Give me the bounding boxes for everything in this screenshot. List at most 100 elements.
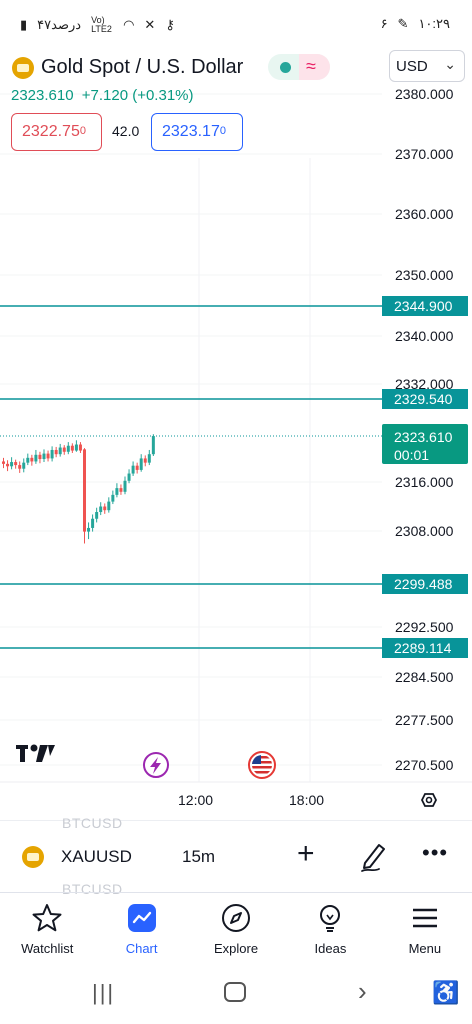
candle [99, 502, 103, 516]
horizontal-line-value: 2289.114 [394, 640, 452, 656]
interval-select[interactable]: 15m [182, 847, 216, 866]
horizontal-line-tag: 2289.114 [382, 638, 468, 658]
horizontal-line-tag-bg [382, 296, 468, 316]
battery-text: ۴۷درصد [37, 17, 82, 32]
candle [78, 442, 82, 453]
candle-body [147, 454, 151, 463]
last-price-tag: 2323.610 00:01 [382, 424, 468, 464]
symbol-title[interactable]: Gold Spot / U.S. Dollar [41, 56, 244, 78]
horizontal-line-value: 2344.900 [394, 298, 453, 314]
candle [14, 459, 18, 469]
system-navigation: ||| › ♿ [0, 964, 472, 1024]
candle [58, 443, 62, 457]
status-bar: ▮ ۴۷درصد Vo) LTE2 ◠ ✕ ⚷ ۶ ✎ ۱۰:۲۹ [0, 0, 472, 48]
candle [34, 449, 38, 464]
nav-explore-label: Explore [213, 941, 259, 956]
wifi-icon: ◠ [123, 17, 135, 32]
more-options-icon[interactable]: ••• [422, 840, 449, 865]
back-icon[interactable]: › [358, 976, 367, 1006]
candle-body [95, 512, 99, 519]
candle [74, 440, 78, 452]
candle [2, 457, 5, 469]
current-price: 2323.610 [11, 87, 74, 104]
candle-body [127, 473, 131, 481]
price-chart[interactable]: 2380.000 2370.000 2360.000 2350.000 2340.000… [0, 0, 472, 820]
candle [38, 451, 42, 464]
currency-value: USD [396, 58, 428, 75]
candle [26, 453, 30, 466]
candle [131, 461, 135, 476]
candle-body [74, 444, 78, 451]
nav-menu[interactable]: Menu [378, 893, 472, 964]
candle-body [131, 465, 135, 474]
bid-price: 2322.75 [22, 123, 80, 140]
gold-symbol-icon [12, 57, 34, 79]
candle-body [42, 453, 46, 460]
candle-body [62, 447, 66, 452]
candle-body [58, 447, 62, 455]
app-notification-icon: ✎ [397, 16, 409, 31]
star-icon [32, 904, 62, 932]
candle-body [139, 458, 143, 470]
candle [151, 434, 155, 457]
candle-body [38, 454, 42, 460]
candle-body [54, 449, 58, 455]
bar-countdown: 00:01 [394, 447, 429, 463]
candle [62, 445, 66, 455]
price-axis[interactable]: 2380.000 2370.000 2360.000 2350.000 2340.000… [395, 86, 454, 773]
candle-body [50, 449, 54, 459]
candle-body [143, 458, 147, 463]
candle-body [99, 506, 103, 513]
candle-body [18, 465, 22, 469]
market-status-pill[interactable]: ≈ [268, 54, 330, 80]
nav-ideas[interactable]: Ideas [283, 893, 377, 964]
candle [143, 455, 147, 467]
add-icon[interactable]: + [297, 837, 315, 870]
time-label-18: 18:00 [289, 792, 324, 808]
candle [119, 484, 123, 495]
currency-select[interactable]: USD ⌄ [389, 50, 465, 82]
chart-settings-icon[interactable] [420, 793, 438, 807]
horizontal-line-tag: 2344.900 [382, 296, 468, 316]
y-axis-label: 2316.000 [395, 474, 454, 490]
candle-body [91, 518, 95, 528]
nav-watchlist[interactable]: Watchlist [0, 893, 94, 964]
candle [46, 450, 50, 462]
sell-button[interactable]: 2322.750 [11, 113, 102, 151]
candle [147, 449, 151, 466]
home-icon[interactable] [224, 982, 246, 1002]
spread-value: 42.0 [112, 123, 140, 139]
horizontal-line-value: 2329.540 [394, 391, 453, 407]
candle-body [66, 445, 70, 452]
nav-explore[interactable]: Explore [189, 893, 283, 964]
gold-symbol-icon [22, 846, 44, 868]
horizontal-line-tag-bg [382, 389, 468, 409]
candle-body [107, 501, 111, 511]
candle-body [83, 449, 86, 532]
horizontal-lines[interactable] [0, 305, 382, 649]
candle-body [70, 445, 74, 451]
y-axis-label: 2350.000 [395, 267, 454, 283]
us-flag-event-icon[interactable] [248, 751, 276, 779]
drawing-tools-icon[interactable] [359, 839, 389, 873]
lightning-event-icon[interactable] [143, 752, 169, 778]
symbol-bar[interactable]: BTCUSD XAUUSD 15m + ••• BTCUSD [0, 815, 472, 897]
candle [115, 483, 119, 498]
symbol-name[interactable]: XAUUSD [61, 847, 132, 866]
chevron-down-icon: ⌄ [444, 56, 456, 72]
accessibility-icon[interactable]: ♿ [432, 980, 460, 1005]
y-axis-label: 2270.500 [395, 757, 454, 773]
nav-chart[interactable]: Chart [94, 893, 188, 964]
tradingview-logo[interactable] [16, 744, 55, 763]
candle [66, 442, 70, 455]
candle [127, 469, 131, 484]
compass-icon [222, 904, 251, 932]
horizontal-line-tag: 2329.540 [382, 389, 468, 409]
candle-body [14, 462, 18, 466]
candle [30, 454, 34, 466]
price-line: 2323.610 +7.120 (+0.31%) [11, 87, 194, 104]
candle [87, 522, 91, 540]
recent-apps-icon[interactable]: ||| [92, 980, 116, 1005]
bottom-navigation: Watchlist Chart Explore Ideas Menu [0, 892, 472, 964]
buy-button[interactable]: 2323.170 [151, 113, 243, 151]
